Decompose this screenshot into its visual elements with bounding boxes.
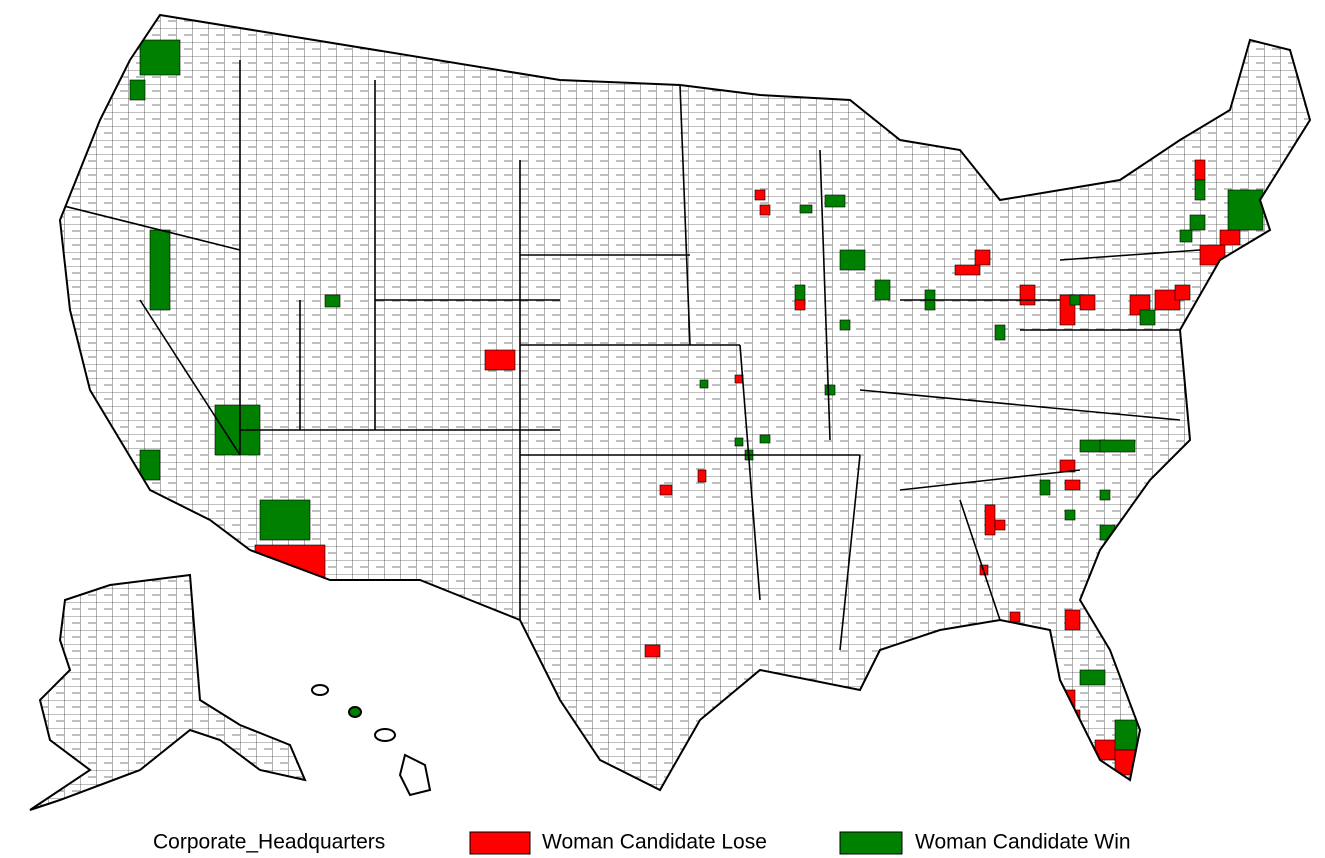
- county: [697, 469, 707, 483]
- county: [1064, 509, 1076, 521]
- county: [129, 79, 146, 101]
- county: [1199, 244, 1226, 266]
- county: [1064, 709, 1081, 731]
- county: [1194, 159, 1206, 181]
- legend-label: Woman Candidate Win: [915, 831, 1131, 854]
- legend-title: Corporate_Headquarters: [153, 831, 385, 854]
- county: [974, 249, 991, 266]
- county: [1139, 309, 1156, 326]
- alaska: [29, 573, 307, 811]
- county: [1079, 669, 1106, 686]
- county: [149, 229, 171, 311]
- legend-swatch: [469, 831, 531, 855]
- county: [1099, 489, 1111, 501]
- county: [484, 349, 516, 371]
- county: [754, 189, 766, 201]
- county: [324, 294, 341, 308]
- county: [734, 437, 744, 447]
- county: [839, 319, 851, 331]
- legend-swatch: [839, 831, 903, 855]
- county: [1099, 439, 1136, 453]
- legend-label: Woman Candidate Lose: [542, 831, 767, 854]
- county: [874, 279, 891, 301]
- county: [1189, 214, 1206, 231]
- county: [1194, 179, 1206, 201]
- county: [644, 644, 661, 658]
- county: [1009, 611, 1021, 623]
- county: [1227, 189, 1264, 231]
- county: [139, 39, 181, 76]
- county: [1114, 719, 1138, 751]
- county: [824, 384, 836, 396]
- county: [1219, 229, 1241, 246]
- county: [1039, 479, 1051, 496]
- county: [1019, 284, 1036, 306]
- county: [799, 204, 813, 214]
- county: [1064, 479, 1081, 491]
- county: [839, 249, 866, 271]
- county: [794, 299, 806, 311]
- county: [699, 379, 709, 389]
- county: [1179, 229, 1193, 243]
- county: [824, 194, 846, 208]
- county: [954, 264, 981, 276]
- county: [139, 449, 161, 481]
- county: [259, 499, 311, 541]
- county: [994, 324, 1006, 341]
- county: [984, 504, 996, 536]
- hawaii: [311, 684, 432, 797]
- county: [659, 484, 673, 496]
- county: [759, 434, 771, 444]
- county: [994, 519, 1006, 531]
- county: [759, 204, 771, 216]
- county: [1079, 294, 1096, 311]
- county: [1174, 284, 1191, 301]
- county: [1064, 609, 1081, 631]
